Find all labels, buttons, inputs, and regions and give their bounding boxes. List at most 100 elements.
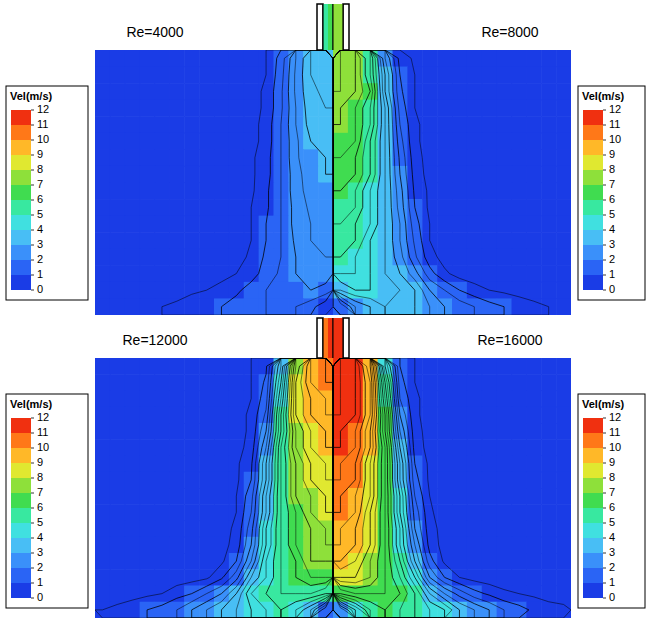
cell <box>140 83 155 100</box>
cell <box>482 439 497 456</box>
colorbar-tick <box>603 448 606 449</box>
cell <box>199 586 214 603</box>
cell <box>214 100 229 117</box>
cell <box>125 50 140 67</box>
cell <box>140 100 155 117</box>
cell <box>318 116 333 133</box>
cell <box>497 149 512 166</box>
cell <box>437 391 452 408</box>
cell <box>452 374 467 391</box>
colorbar-label: 1 <box>609 576 615 588</box>
cell <box>512 521 527 538</box>
colorbar-tick <box>603 170 606 171</box>
cells <box>95 358 333 618</box>
cell <box>259 374 274 391</box>
cell <box>556 439 571 456</box>
cell <box>318 265 333 282</box>
cell <box>407 116 422 133</box>
contour-line <box>333 358 377 577</box>
cell <box>541 472 556 489</box>
cell <box>422 83 437 100</box>
colorbar-label: 12 <box>37 103 49 115</box>
contour-line <box>333 50 400 315</box>
cell <box>229 537 244 554</box>
contour-line <box>333 358 360 480</box>
cell <box>274 298 289 315</box>
cell <box>199 472 214 489</box>
colorbar-swatch <box>11 448 31 463</box>
cell <box>140 265 155 282</box>
contour-line <box>333 50 415 315</box>
cell <box>303 249 318 266</box>
cell <box>512 50 527 67</box>
cell <box>482 553 497 570</box>
cell <box>497 249 512 266</box>
cell <box>467 216 482 233</box>
cell <box>467 537 482 554</box>
cell <box>437 149 452 166</box>
cell <box>214 472 229 489</box>
colorbar-swatch <box>583 508 603 523</box>
cell <box>214 232 229 249</box>
cell <box>125 249 140 266</box>
cell <box>199 423 214 440</box>
colorbar-swatch <box>11 230 31 245</box>
cell <box>452 183 467 200</box>
cell <box>512 216 527 233</box>
contour-line <box>291 358 333 561</box>
cell <box>497 488 512 505</box>
cell <box>497 216 512 233</box>
cell <box>199 83 214 100</box>
cell <box>125 83 140 100</box>
cell <box>184 83 199 100</box>
colorbar-tick <box>603 155 606 156</box>
cell <box>259 166 274 183</box>
cell <box>556 67 571 84</box>
cell <box>259 199 274 216</box>
cell <box>244 265 259 282</box>
colorbar-tick <box>31 170 34 171</box>
cell <box>155 423 170 440</box>
cell <box>199 249 214 266</box>
cell <box>512 83 527 100</box>
cell <box>526 232 541 249</box>
cell <box>199 149 214 166</box>
contour-line <box>333 358 379 583</box>
cell <box>482 488 497 505</box>
cell <box>95 586 110 603</box>
cell <box>452 83 467 100</box>
cell <box>526 553 541 570</box>
cell <box>274 265 289 282</box>
cell <box>274 100 289 117</box>
cell <box>556 50 571 67</box>
nozzle-edge <box>342 4 343 50</box>
cell <box>244 50 259 67</box>
cell <box>110 374 125 391</box>
cell <box>526 67 541 84</box>
colorbar-swatch <box>583 170 603 185</box>
colorbar-label: 0 <box>37 591 43 603</box>
cell <box>526 358 541 375</box>
cell <box>199 216 214 233</box>
cell <box>526 439 541 456</box>
cell <box>184 298 199 315</box>
cell <box>512 358 527 375</box>
cell <box>155 456 170 473</box>
cell <box>110 298 125 315</box>
cell <box>526 100 541 117</box>
cell <box>110 586 125 603</box>
cell <box>452 166 467 183</box>
cell <box>526 133 541 150</box>
cell <box>333 149 348 166</box>
cell <box>95 456 110 473</box>
colorbar-swatch <box>583 215 603 230</box>
colorbar-title: Vel(m/s) <box>10 398 53 410</box>
cell <box>110 553 125 570</box>
contour-line <box>333 358 355 447</box>
cell <box>556 488 571 505</box>
cell <box>407 50 422 67</box>
cell <box>467 407 482 424</box>
cell <box>125 183 140 200</box>
contour-line <box>221 50 333 315</box>
cell <box>452 472 467 489</box>
